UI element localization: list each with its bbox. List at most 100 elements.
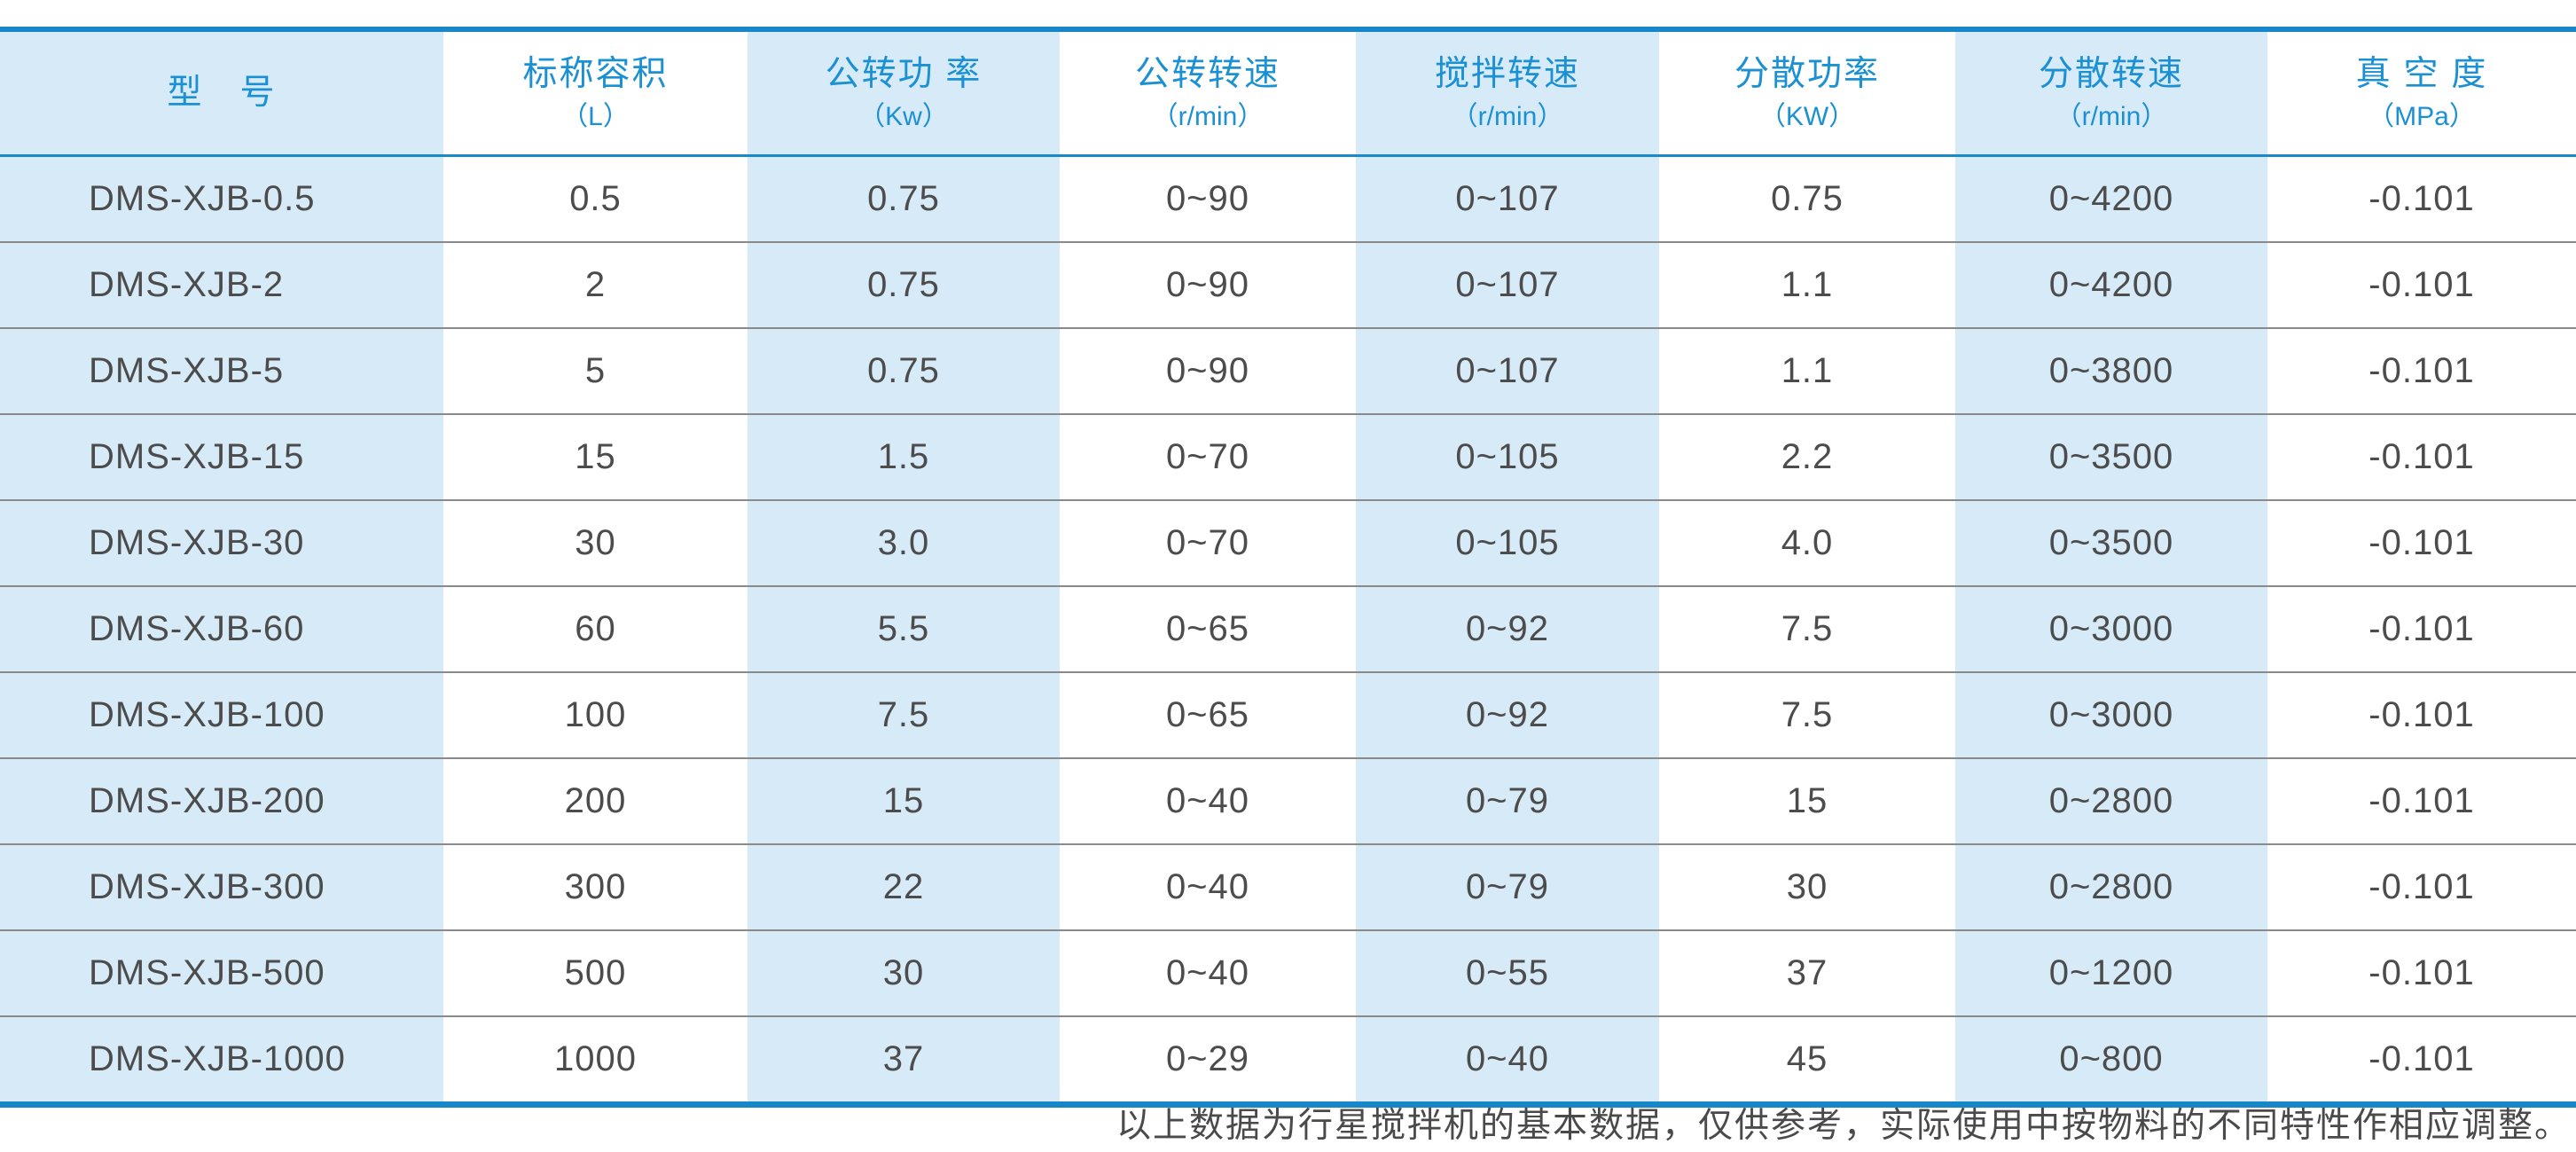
table-cell: 0.75 [1659,157,1955,241]
table-cell: 200 [443,759,748,843]
model-cell: DMS-XJB-30 [0,501,443,585]
table-cell: 0.75 [748,157,1060,241]
table-cell: -0.101 [2267,587,2576,671]
model-cell: DMS-XJB-200 [0,759,443,843]
table-cell: 1.1 [1659,329,1955,413]
table-cell: 7.5 [1659,587,1955,671]
header-cell: 公转功 率 （Kw） [748,32,1060,154]
table-cell: 45 [1659,1017,1955,1101]
header-unit: （r/min） [1151,101,1265,131]
header-cell: 公转转速 （r/min） [1060,32,1356,154]
table-cell: 0~40 [1060,845,1356,929]
footer-note: 以上数据为行星搅拌机的基本数据，仅供参考，实际使用中按物料的不同特性作相应调整。 [1116,1106,2571,1146]
table-cell: 0~70 [1060,501,1356,585]
table-cell: 100 [443,673,748,757]
table-cell: 30 [748,931,1060,1015]
table-cell: 7.5 [748,673,1060,757]
model-cell: DMS-XJB-0.5 [0,157,443,241]
table-cell: 0~92 [1356,587,1659,671]
table-cell: 0~90 [1060,329,1356,413]
table-row: DMS-XJB-60 60 5.5 0~65 0~92 7.5 0~3000 -0.101 [0,585,2576,671]
header-cell: 分散功率 （KW） [1659,32,1955,154]
table-cell: 0~65 [1060,587,1356,671]
header-unit: （L） [561,101,630,131]
table-row: DMS-XJB-2 2 0.75 0~90 0~107 1.1 0~4200 -0.101 [0,241,2576,327]
table-cell: -0.101 [2267,1017,2576,1101]
table-cell: 0~29 [1060,1017,1356,1101]
table-row: DMS-XJB-15 15 1.5 0~70 0~105 2.2 0~3500 -0.101 [0,413,2576,499]
table-cell: 0~3800 [1955,329,2267,413]
header-cell: 标称容积 （L） [443,32,748,154]
table-cell: 37 [1659,931,1955,1015]
table-cell: 0~79 [1356,845,1659,929]
table-cell: 0~55 [1356,931,1659,1015]
table-cell: 60 [443,587,748,671]
table-cell: 2 [443,243,748,327]
header-title: 公转功 率 [825,54,983,93]
table-row: DMS-XJB-300 300 22 0~40 0~79 30 0~2800 -0.101 [0,843,2576,929]
table-cell: 4.0 [1659,501,1955,585]
header-unit: （r/min） [2055,101,2168,131]
table-cell: 22 [748,845,1060,929]
table-cell: 500 [443,931,748,1015]
table-cell: 0~79 [1356,759,1659,843]
table-cell: -0.101 [2267,845,2576,929]
table-cell: -0.101 [2267,673,2576,757]
table-cell: 15 [1659,759,1955,843]
table-cell: 0~800 [1955,1017,2267,1101]
table-cell: 15 [443,415,748,499]
header-title: 标称容积 [522,54,669,93]
table-cell: 0~2800 [1955,759,2267,843]
table-cell: -0.101 [2267,243,2576,327]
table-cell: 0.75 [748,243,1060,327]
table-cell: 0~92 [1356,673,1659,757]
header-cell: 搅拌转速 （r/min） [1356,32,1659,154]
table-row: DMS-XJB-200 200 15 0~40 0~79 15 0~2800 -0.101 [0,757,2576,843]
table-cell: 0~3500 [1955,501,2267,585]
table-cell: 0~105 [1356,415,1659,499]
header-cell: 型 号 [0,32,443,154]
table-cell: 0~105 [1356,501,1659,585]
table-cell: 2.2 [1659,415,1955,499]
header-unit: （Kw） [858,101,949,131]
header-unit: （KW） [1758,101,1856,131]
table-cell: 0~40 [1060,759,1356,843]
table-cell: 0~90 [1060,157,1356,241]
table-cell: 1.1 [1659,243,1955,327]
table-row: DMS-XJB-1000 1000 37 0~29 0~40 45 0~800 -0.101 [0,1015,2576,1101]
header-title: 分散功率 [1734,54,1880,93]
table-cell: 0~3000 [1955,673,2267,757]
table-cell: 1000 [443,1017,748,1101]
table-cell: 0~70 [1060,415,1356,499]
table-body: DMS-XJB-0.5 0.5 0.75 0~90 0~107 0.75 0~4200 -0.… [0,157,2576,1101]
model-cell: DMS-XJB-15 [0,415,443,499]
table-cell: 15 [748,759,1060,843]
header-title: 公转转速 [1134,54,1280,93]
table-row: DMS-XJB-100 100 7.5 0~65 0~92 7.5 0~3000 -0.101 [0,671,2576,757]
table-cell: 0~40 [1356,1017,1659,1101]
model-cell: DMS-XJB-2 [0,243,443,327]
table-cell: 30 [1659,845,1955,929]
table-cell: 0~3500 [1955,415,2267,499]
table-header-row: 型 号 标称容积 （L） 公转功 率 （Kw） 公转转速 （r/min） 搅拌转速 （r/min… [0,32,2576,157]
table-cell: 0~4200 [1955,157,2267,241]
model-cell: DMS-XJB-500 [0,931,443,1015]
table-cell: 0~40 [1060,931,1356,1015]
table-cell: 7.5 [1659,673,1955,757]
table-row: DMS-XJB-0.5 0.5 0.75 0~90 0~107 0.75 0~4200 -0.… [0,157,2576,241]
specifications-table: 型 号 标称容积 （L） 公转功 率 （Kw） 公转转速 （r/min） 搅拌转速 （r/min… [0,27,2576,1108]
table-cell: -0.101 [2267,501,2576,585]
table-cell: 3.0 [748,501,1060,585]
table-cell: -0.101 [2267,415,2576,499]
table-cell: 0.75 [748,329,1060,413]
header-unit: （r/min） [1451,101,1564,131]
table-cell: 0~107 [1356,157,1659,241]
header-cell: 分散转速 （r/min） [1955,32,2267,154]
model-cell: DMS-XJB-5 [0,329,443,413]
model-cell: DMS-XJB-60 [0,587,443,671]
table-cell: 0~90 [1060,243,1356,327]
table-cell: 30 [443,501,748,585]
table-cell: 0~4200 [1955,243,2267,327]
table-cell: 37 [748,1017,1060,1101]
model-cell: DMS-XJB-1000 [0,1017,443,1101]
